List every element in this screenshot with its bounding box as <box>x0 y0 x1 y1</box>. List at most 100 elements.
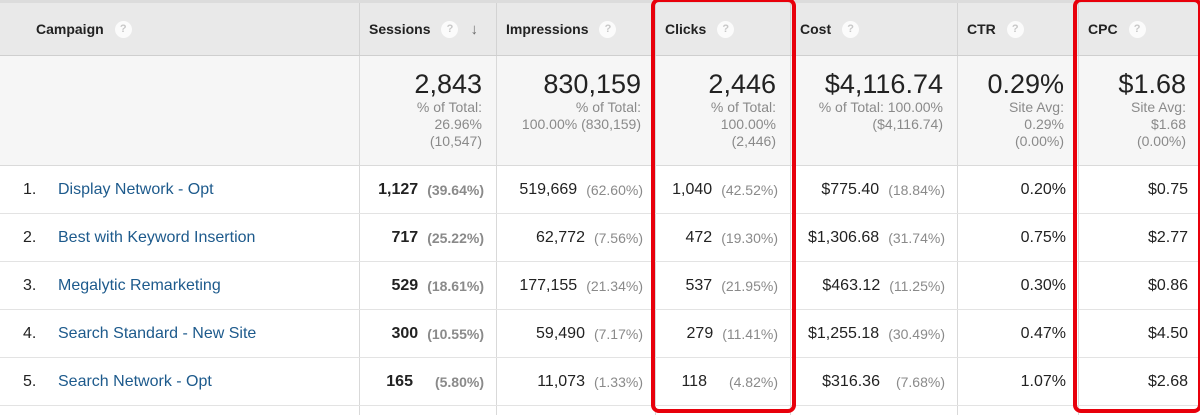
cost-value: $775.40 <box>821 180 880 198</box>
question-circle-icon[interactable]: ? <box>441 20 459 38</box>
table-row-partial <box>0 406 1200 415</box>
cost-percent: (31.74%) <box>888 229 945 246</box>
sessions-cell: 165 (5.80%) <box>360 358 497 405</box>
ctr-value: 0.30% <box>1020 276 1066 294</box>
cost-value: $1,255.18 <box>808 324 880 342</box>
table-row: 4. Search Standard - New Site 300 (10.55… <box>0 310 1200 358</box>
cost-value: $463.12 <box>822 276 881 294</box>
question-circle-icon[interactable]: ? <box>1128 20 1146 38</box>
total-subtext: % of Total: <box>710 99 776 115</box>
ctr-value: 0.75% <box>1020 228 1066 246</box>
total-value: 830,159 <box>543 69 641 99</box>
table-row: 1. Display Network - Opt 1,127 (39.64%) … <box>0 166 1200 214</box>
cost-cell: $316.36 (7.68%) <box>791 358 958 405</box>
clicks-value: 472 <box>685 228 713 246</box>
impressions-cell: 11,073 (1.33%) <box>497 358 656 405</box>
column-header-impressions[interactable]: Impressions ? <box>497 3 656 55</box>
column-header-sessions[interactable]: Sessions ? ↓ <box>360 3 497 55</box>
campaign-cell: 1. Display Network - Opt <box>0 166 360 213</box>
totals-ctr: 0.29% Site Avg: 0.29% (0.00%) <box>958 56 1079 165</box>
totals-label-cell <box>0 56 360 165</box>
column-header-campaign[interactable]: Campaign ? <box>0 3 360 55</box>
total-value: 2,843 <box>414 69 482 99</box>
column-header-label: CPC <box>1088 21 1118 37</box>
totals-sessions: 2,843 % of Total: 26.96% (10,547) <box>360 56 497 165</box>
total-subtext: (2,446) <box>731 133 776 149</box>
campaign-link[interactable]: Megalytic Remarketing <box>58 276 221 294</box>
cpc-value: $0.75 <box>1147 180 1188 198</box>
total-value: 2,446 <box>708 69 776 99</box>
clicks-cell: 118 (4.82%) <box>656 358 791 405</box>
table-row: 2. Best with Keyword Insertion 717 (25.2… <box>0 214 1200 262</box>
cost-value: $1,306.68 <box>808 228 880 246</box>
campaign-link[interactable]: Search Standard - New Site <box>58 324 257 342</box>
total-subtext: (0.00%) <box>1014 133 1064 149</box>
total-subtext: $1.68 <box>1150 116 1186 132</box>
campaign-link[interactable]: Best with Keyword Insertion <box>58 228 256 246</box>
impressions-cell: 59,490 (7.17%) <box>497 310 656 357</box>
clicks-cell: 279 (11.41%) <box>656 310 791 357</box>
cost-cell: $775.40 (18.84%) <box>791 166 958 213</box>
impressions-cell: 62,772 (7.56%) <box>497 214 656 261</box>
impressions-percent: (1.33%) <box>593 373 643 390</box>
total-value: 0.29% <box>987 69 1064 99</box>
total-subtext: 100.00% (830,159) <box>521 116 641 132</box>
total-subtext: 100.00% <box>720 116 776 132</box>
row-number: 5. <box>23 372 37 390</box>
total-subtext: 26.96% <box>434 116 482 132</box>
clicks-value: 537 <box>685 276 713 294</box>
total-value: $1.68 <box>1118 69 1186 99</box>
column-header-cpc[interactable]: CPC ? <box>1079 3 1200 55</box>
question-circle-icon[interactable]: ? <box>1006 20 1024 38</box>
impressions-cell: 519,669 (62.60%) <box>497 166 656 213</box>
sessions-percent: (10.55%) <box>427 325 484 342</box>
cost-percent: (30.49%) <box>888 325 945 342</box>
question-circle-icon[interactable]: ? <box>114 20 132 38</box>
empty-cell <box>791 406 958 415</box>
sessions-value: 529 <box>391 276 419 294</box>
question-circle-icon[interactable]: ? <box>842 20 860 38</box>
question-circle-icon[interactable]: ? <box>599 20 617 38</box>
impressions-percent: (21.34%) <box>586 277 643 294</box>
ctr-cell: 0.30% <box>958 262 1079 309</box>
impressions-value: 11,073 <box>537 372 585 390</box>
cpc-cell: $2.77 <box>1079 214 1200 261</box>
clicks-value: 279 <box>686 324 714 342</box>
total-subtext: ($4,116.74) <box>872 116 943 132</box>
sessions-value: 300 <box>391 324 419 342</box>
campaign-link[interactable]: Display Network - Opt <box>58 180 214 198</box>
empty-cell <box>1079 406 1200 415</box>
cost-percent: (18.84%) <box>888 181 945 198</box>
cost-cell: $463.12 (11.25%) <box>791 262 958 309</box>
total-subtext: (10,547) <box>429 133 482 149</box>
cost-value: $316.36 <box>822 372 880 390</box>
total-value: $4,116.74 <box>824 69 943 99</box>
clicks-cell: 1,040 (42.52%) <box>656 166 791 213</box>
arrow-down-icon[interactable]: ↓ <box>470 20 478 38</box>
cpc-cell: $4.50 <box>1079 310 1200 357</box>
total-subtext: 0.29% <box>1024 116 1064 132</box>
impressions-value: 177,155 <box>519 276 578 294</box>
table-row: 5. Search Network - Opt 165 (5.80%) 11,0… <box>0 358 1200 406</box>
clicks-percent: (19.30%) <box>721 229 778 246</box>
total-subtext: Site Avg: <box>1130 99 1186 115</box>
impressions-cell: 177,155 (21.34%) <box>497 262 656 309</box>
campaign-link[interactable]: Search Network - Opt <box>58 372 212 390</box>
ctr-value: 1.07% <box>1020 372 1066 390</box>
impressions-value: 519,669 <box>519 180 578 198</box>
empty-cell <box>0 406 360 415</box>
cpc-value: $2.77 <box>1147 228 1188 246</box>
table-row: 3. Megalytic Remarketing 529 (18.61%) 17… <box>0 262 1200 310</box>
column-header-ctr[interactable]: CTR ? <box>958 3 1079 55</box>
row-number: 4. <box>23 324 37 342</box>
totals-impressions: 830,159 % of Total: 100.00% (830,159) <box>497 56 656 165</box>
sessions-percent: (5.80%) <box>434 373 484 390</box>
question-circle-icon[interactable]: ? <box>717 20 735 38</box>
column-header-cost[interactable]: Cost ? <box>791 3 958 55</box>
totals-clicks: 2,446 % of Total: 100.00% (2,446) <box>656 56 791 165</box>
column-header-clicks[interactable]: Clicks ? <box>656 3 791 55</box>
cpc-cell: $0.86 <box>1079 262 1200 309</box>
row-number: 2. <box>23 228 37 246</box>
sessions-value: 1,127 <box>378 180 419 198</box>
totals-cpc: $1.68 Site Avg: $1.68 (0.00%) <box>1079 56 1200 165</box>
